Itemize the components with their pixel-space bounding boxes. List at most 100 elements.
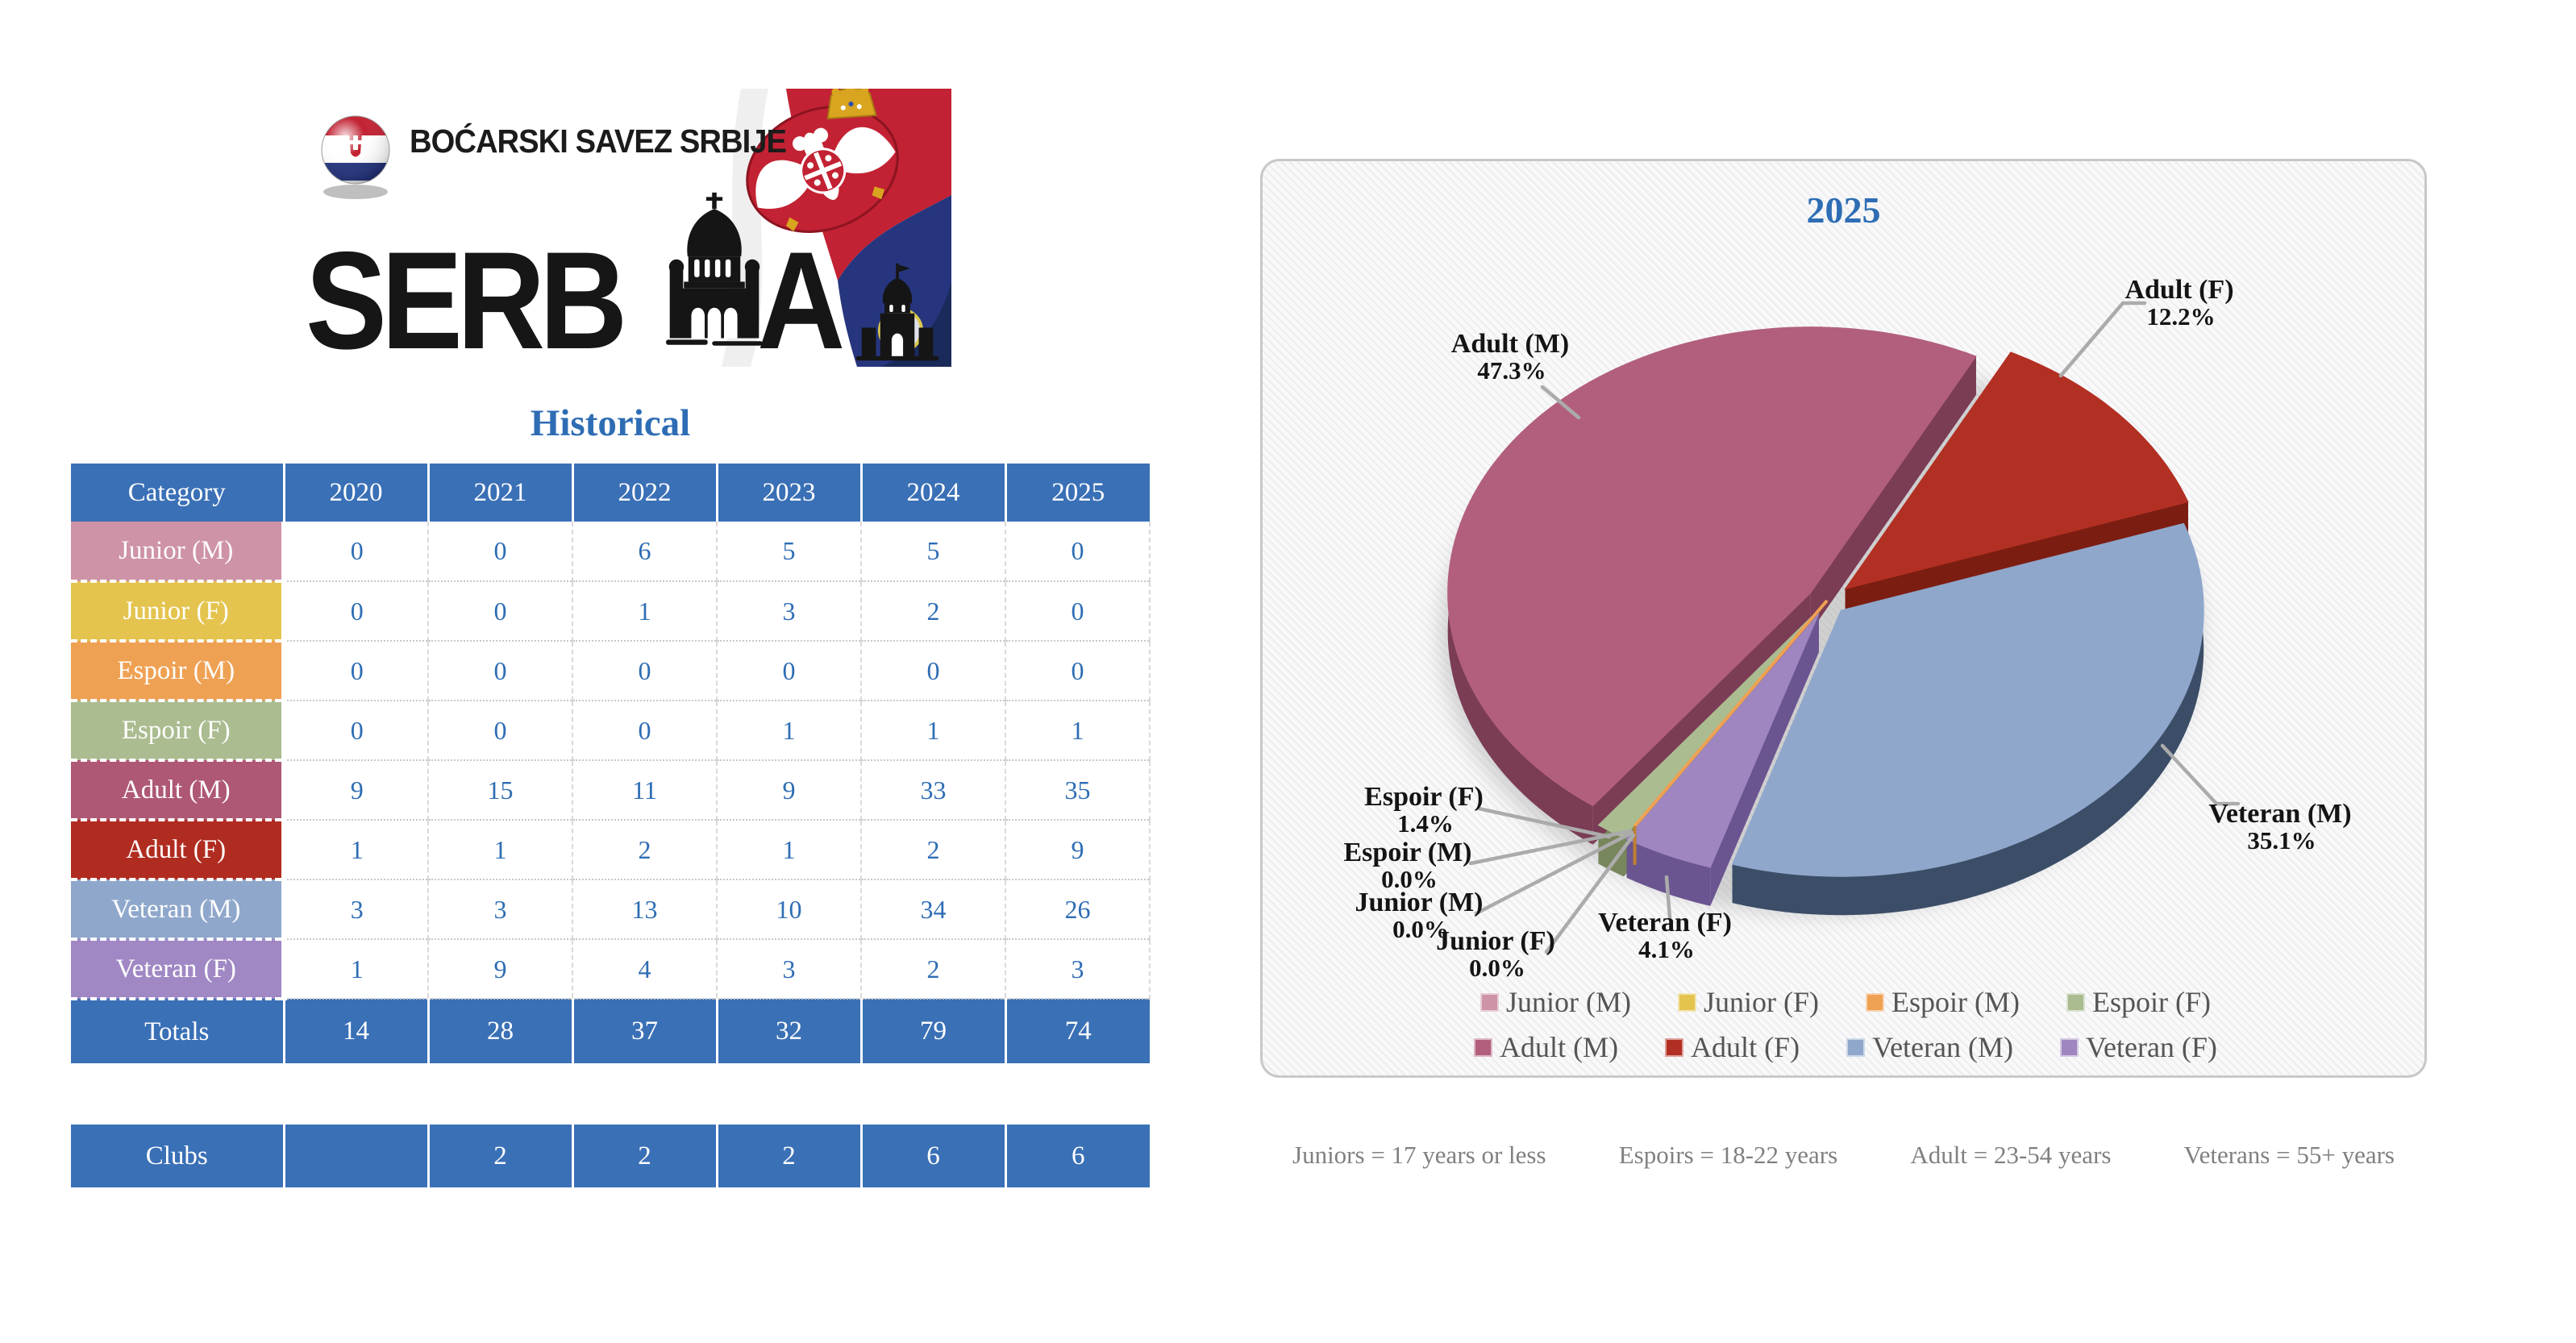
value-cell: 0 <box>428 701 573 761</box>
category-cell: Junior (M) <box>71 522 287 583</box>
slice-pct-Veteran (F): 4.1% <box>1638 935 1695 963</box>
legend-swatch <box>1866 992 1884 1012</box>
historical-table-body: Junior (M) 0 0 6 5 5 0 Junior (F) 0 0 1 3 2 0 Espoir (… <box>71 522 1151 1000</box>
federation-logo: BOĆARSKI SAVEZ SRBIJE SERB A <box>302 89 951 367</box>
value-cell: 3 <box>428 879 573 940</box>
column-header-year: 2022 <box>571 464 717 522</box>
totals-label: Totals <box>71 999 284 1063</box>
historical-table-totals: Totals 14 28 37 32 79 74 <box>71 999 1150 1063</box>
slice-cutface-Adult (M)-1 <box>1810 356 1976 632</box>
value-cell: 3 <box>717 939 862 1000</box>
category-cell: Espoir (M) <box>71 641 287 702</box>
slice-Adult (F) <box>1844 351 2189 590</box>
table-row: Adult (F) 1 1 2 1 2 9 <box>71 820 1151 881</box>
category-cell: Veteran (F) <box>71 939 287 1000</box>
legend-item: Junior (F) <box>1678 985 1819 1019</box>
historical-table: Category 2020 2021 2022 2023 2024 2025 Junior … <box>71 464 1151 1063</box>
legend-row: Adult (M) Adult (F) Veteran (M) Veteran (F) <box>1378 1030 2313 1064</box>
value-cell: 2 <box>572 820 718 880</box>
legend-swatch <box>2059 1037 2079 1057</box>
legend-item: Espoir (F) <box>2066 985 2211 1019</box>
clubs-table-body: Clubs 2 2 2 6 6 <box>71 1125 1150 1187</box>
clubs-label: Clubs <box>71 1125 284 1187</box>
table-row: Espoir (F) 0 0 0 1 1 1 <box>71 701 1151 762</box>
legend-row: Junior (M) Junior (F) Espoir (M) Espoir (F) <box>1378 985 2313 1019</box>
federation-title: BOĆARSKI SAVEZ SRBIJE <box>410 123 787 160</box>
callout-line-Veteran (F) <box>1664 875 1672 920</box>
value-cell: 4 <box>572 939 718 1000</box>
value-cell: 13 <box>572 879 718 940</box>
slice-pct-Espoir (F): 1.4% <box>1397 809 1454 838</box>
slice-label-Espoir (M): Espoir (M) <box>1344 838 1472 867</box>
legend-swatch <box>1480 992 1499 1012</box>
slice-pct-Adult (F): 12.2% <box>2146 302 2215 331</box>
callout-line-Adult (M) <box>1540 385 1581 420</box>
legend-label: Veteran (M) <box>1872 1031 2013 1063</box>
slice-pct-Espoir (M): 0.0% <box>1381 865 1438 893</box>
slice-Adult (M) <box>1447 326 1977 807</box>
value-cell: 1 <box>717 701 862 761</box>
legend-label: Adult (F) <box>1691 1031 1800 1063</box>
slice-label-Adult (F): Adult (F) <box>2124 275 2233 305</box>
slice-Veteran (M) <box>1731 522 2204 877</box>
callout-line-Veteran (M) <box>2160 743 2241 806</box>
column-header-year: 2021 <box>427 464 572 522</box>
value-cell: 6 <box>572 522 718 582</box>
value-cell: 1 <box>717 820 862 880</box>
category-cell: Adult (F) <box>71 820 287 881</box>
chart-legend: Junior (M) Junior (F) Espoir (M) Espoir (F)… <box>1378 985 2313 1064</box>
value-cell: 1 <box>428 820 573 880</box>
slice-pct-Adult (M): 47.3% <box>1477 356 1546 385</box>
callout-line-Junior (F) <box>1544 833 1636 954</box>
legend-swatch <box>1678 992 1696 1012</box>
totals-value-cell: 14 <box>282 999 428 1063</box>
value-cell: 1 <box>284 820 429 880</box>
pie-callouts: Adult (M)47.3% Adult (F)12.2% Veteran (M)3… <box>1344 275 2352 982</box>
totals-row: Totals 14 28 37 32 79 74 <box>71 999 1150 1063</box>
value-cell: 0 <box>284 641 429 701</box>
value-cell: 0 <box>572 641 718 701</box>
callout-line-Adult (F) <box>2058 301 2147 378</box>
value-cell: 33 <box>861 760 1006 821</box>
clubs-value-cell: 2 <box>427 1125 572 1187</box>
historical-title: Historical <box>530 402 691 444</box>
column-header-category: Category <box>71 464 284 522</box>
value-cell: 10 <box>717 879 862 940</box>
slice-pct-Junior (F): 0.0% <box>1469 954 1525 982</box>
value-cell: 3 <box>717 581 862 642</box>
table-row: Junior (F) 0 0 1 3 2 0 <box>71 581 1151 642</box>
slice-pct-Veteran (M): 35.1% <box>2247 826 2316 854</box>
value-cell: 0 <box>428 641 573 701</box>
totals-value-cell: 32 <box>715 999 861 1063</box>
column-header-year: 2023 <box>715 464 861 522</box>
legend-label: Veteran (F) <box>2085 1031 2217 1063</box>
value-cell: 0 <box>428 522 573 582</box>
value-cell: 0 <box>1005 522 1151 582</box>
legend-swatch <box>1846 1037 1866 1057</box>
value-cell: 0 <box>572 701 718 761</box>
slice-hairline-Espoir (M) <box>1633 599 1829 828</box>
value-cell: 0 <box>861 641 1006 701</box>
value-cell: 9 <box>717 760 862 821</box>
slice-label-Adult (M): Adult (M) <box>1451 329 1569 359</box>
clubs-value-cell <box>282 1125 428 1187</box>
definition-veterans: Veterans = 55+ years <box>2183 1141 2395 1169</box>
slice-label-Junior (M): Junior (M) <box>1355 888 1484 917</box>
value-cell: 0 <box>284 581 429 642</box>
category-cell: Junior (F) <box>71 581 287 642</box>
table-row: Veteran (M) 3 3 13 10 34 26 <box>71 879 1151 941</box>
clubs-table: Clubs 2 2 2 6 6 <box>71 1125 1150 1187</box>
value-cell: 26 <box>1005 879 1151 940</box>
value-cell: 0 <box>1005 581 1151 642</box>
legend-item: Veteran (M) <box>1846 1030 2013 1064</box>
clubs-value-cell: 2 <box>571 1125 717 1187</box>
value-cell: 0 <box>1005 641 1151 701</box>
legend-swatch <box>2066 992 2085 1012</box>
value-cell: 2 <box>861 939 1006 1000</box>
historical-table-header: Category 2020 2021 2022 2023 2024 2025 <box>71 464 1150 522</box>
value-cell: 0 <box>284 701 429 761</box>
column-header-year: 2020 <box>282 464 428 522</box>
value-cell: 9 <box>428 939 573 1000</box>
coat-of-arms <box>746 89 899 233</box>
